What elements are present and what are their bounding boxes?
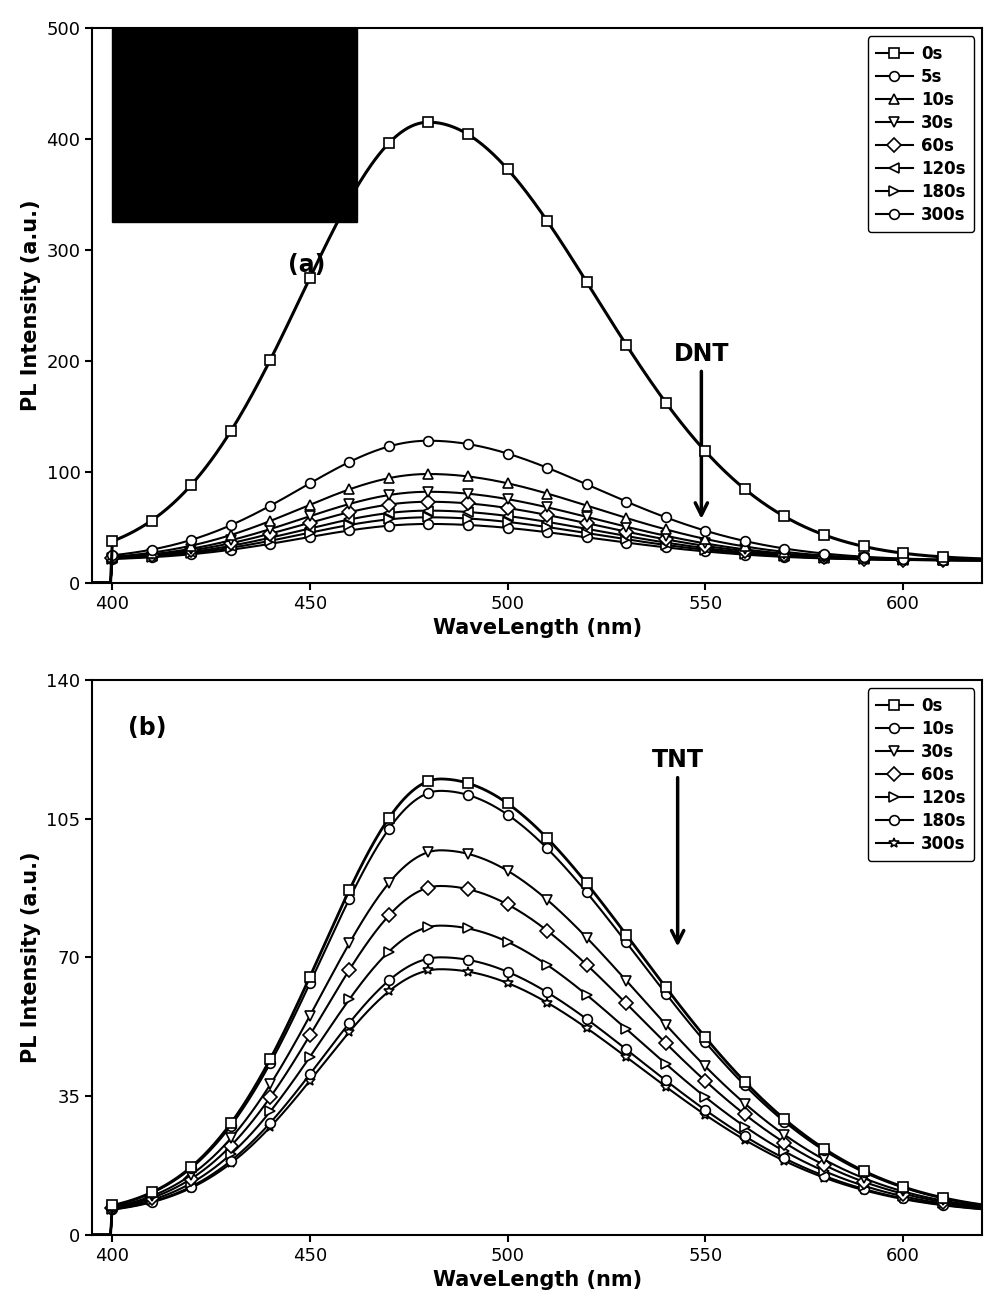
Text: (a): (a) bbox=[288, 253, 325, 277]
Legend: 0s, 5s, 10s, 30s, 60s, 120s, 180s, 300s: 0s, 5s, 10s, 30s, 60s, 120s, 180s, 300s bbox=[867, 37, 973, 232]
Text: TNT: TNT bbox=[651, 749, 703, 943]
Y-axis label: PL Intensity (a.u.): PL Intensity (a.u.) bbox=[21, 199, 41, 412]
Legend: 0s, 10s, 30s, 60s, 120s, 180s, 300s: 0s, 10s, 30s, 60s, 120s, 180s, 300s bbox=[867, 688, 973, 861]
X-axis label: WaveLength (nm): WaveLength (nm) bbox=[432, 619, 641, 638]
Bar bbox=[112, 28, 357, 222]
Y-axis label: PL Intensity (a.u.): PL Intensity (a.u.) bbox=[21, 852, 41, 1063]
Text: (b): (b) bbox=[128, 716, 166, 741]
Text: DNT: DNT bbox=[673, 342, 728, 515]
X-axis label: WaveLength (nm): WaveLength (nm) bbox=[432, 1270, 641, 1290]
